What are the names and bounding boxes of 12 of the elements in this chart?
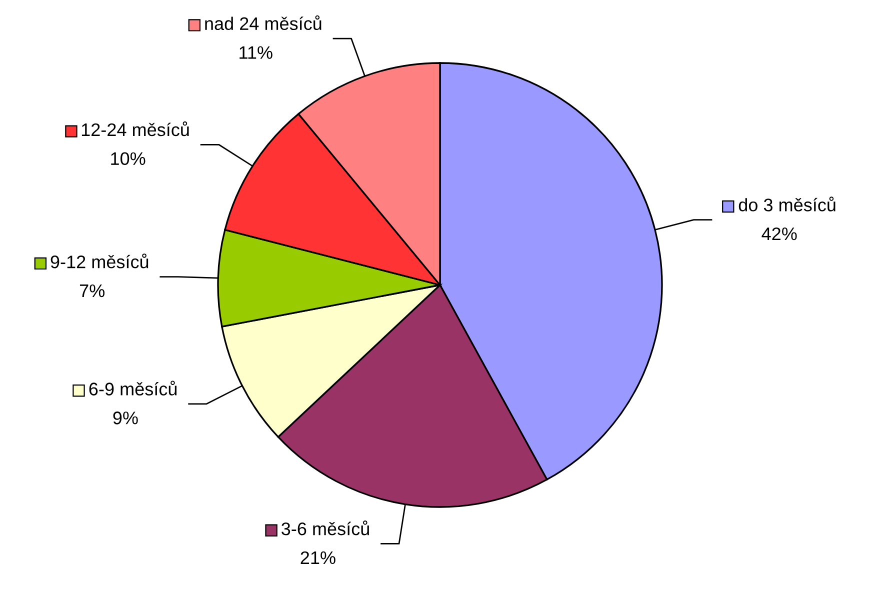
legend-label: 6-9 měsíců	[89, 380, 177, 396]
data-label: 11%	[240, 46, 272, 59]
data-label: 21%	[300, 551, 336, 564]
data-label: 42%	[762, 227, 797, 240]
legend-label: 12-24 měsíců	[82, 121, 189, 136]
legend-label: 9-12 měsíců	[50, 254, 148, 268]
data-label: 9%	[113, 412, 138, 424]
legend-label: 3-6 měsíců	[282, 520, 369, 536]
legend-label: do 3 měsíců	[738, 196, 836, 212]
legend-label: nad 24 měsíců	[205, 15, 322, 30]
data-label: 10%	[111, 152, 146, 166]
data-label: 7%	[80, 284, 105, 298]
